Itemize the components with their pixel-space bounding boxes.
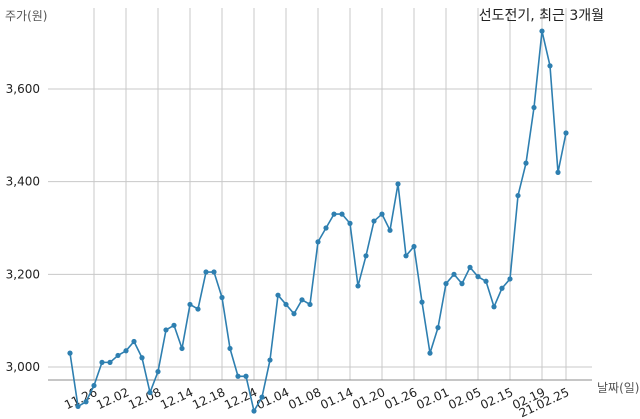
x-tick-label: 02.01 [414, 385, 451, 412]
x-tick-label: 01.08 [286, 385, 323, 412]
x-tick-label: 01.14 [318, 385, 355, 412]
data-point [91, 382, 97, 389]
data-point [379, 211, 385, 217]
data-point [211, 269, 217, 275]
data-point [267, 357, 273, 363]
y-axis-label: 주가(원) [5, 9, 47, 23]
data-point [363, 253, 369, 259]
x-tick-label: 02.05 [446, 385, 483, 412]
data-point [139, 355, 145, 361]
data-point [387, 227, 393, 233]
data-point [419, 299, 425, 305]
x-tick-label: 01.26 [382, 385, 419, 412]
data-point [563, 130, 569, 136]
data-point [451, 271, 457, 277]
data-point [555, 169, 561, 175]
y-tick-labels: 3,000 3,200 3,400 3,600 [6, 82, 40, 374]
data-point [131, 338, 137, 345]
data-point [483, 278, 489, 284]
data-point [339, 211, 345, 217]
x-tick-label: 02.15 [478, 385, 515, 412]
x-tick-label: 12.08 [126, 385, 163, 412]
data-point [115, 352, 121, 359]
data-point [371, 218, 377, 224]
data-point [491, 304, 497, 310]
x-tick-label: 12.14 [158, 385, 195, 412]
data-point [523, 160, 529, 166]
data-point [427, 350, 433, 356]
data-point [259, 394, 265, 400]
data-point [411, 243, 417, 250]
y-tick-label: 3,200 [6, 267, 40, 281]
data-point [539, 28, 545, 34]
x-tick-label: 11.26 [62, 385, 99, 412]
data-point [155, 369, 161, 375]
y-tick-label: 3,600 [6, 82, 40, 96]
data-point [323, 225, 329, 231]
data-point [179, 345, 185, 352]
data-point [147, 389, 153, 396]
data-point [83, 399, 89, 405]
vertical-grid [93, 8, 567, 380]
data-point [403, 253, 409, 259]
data-point [171, 322, 177, 328]
y-tick-label: 3,000 [6, 360, 40, 374]
data-point [547, 63, 553, 69]
x-tick-label: 12.18 [190, 385, 227, 412]
data-point [291, 311, 297, 317]
data-point [251, 408, 257, 414]
data-point [355, 283, 361, 289]
data-point [475, 274, 481, 280]
data-point [219, 294, 225, 301]
data-point [243, 373, 249, 379]
data-point [499, 285, 505, 291]
data-point [467, 264, 473, 270]
data-point [307, 301, 313, 308]
data-point [315, 239, 321, 245]
x-tick-label: 12.02 [94, 385, 131, 412]
x-tick-labels: 11.2612.0212.0812.1412.1812.2401.0401.08… [62, 385, 571, 419]
data-point [123, 348, 129, 354]
data-point [459, 281, 465, 287]
data-point [435, 325, 441, 331]
data-point [283, 301, 289, 308]
data-point [235, 373, 241, 379]
data-point [203, 269, 209, 275]
x-axis-label: 날짜(일) [597, 381, 639, 395]
data-point [347, 220, 353, 226]
data-point [195, 306, 201, 312]
data-point [163, 327, 169, 333]
data-point [227, 345, 233, 352]
price-points [67, 28, 569, 414]
data-point [99, 359, 105, 365]
data-point [443, 281, 449, 287]
data-point [67, 350, 73, 356]
data-point [331, 211, 337, 217]
data-point [515, 192, 521, 199]
x-tick-label: 01.04 [254, 385, 291, 412]
x-tick-label: 01.20 [350, 385, 387, 412]
data-point [107, 359, 113, 365]
data-point [275, 292, 281, 298]
data-point [299, 297, 305, 303]
data-point [395, 181, 401, 187]
y-tick-label: 3,400 [6, 175, 40, 189]
horizontal-grid [48, 88, 592, 368]
data-point [187, 301, 193, 308]
data-point [75, 403, 81, 409]
data-point [531, 104, 537, 111]
data-point [507, 276, 513, 282]
chart-title: 선도전기, 최근 3개월 [479, 8, 604, 24]
